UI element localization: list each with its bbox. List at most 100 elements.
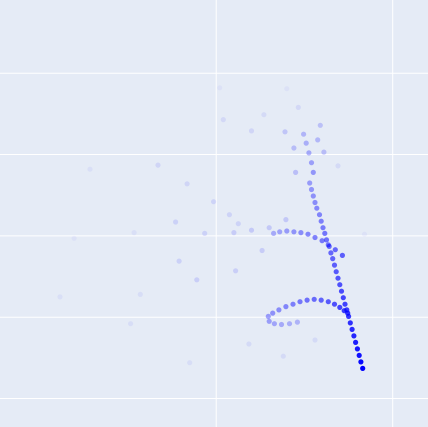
data-point [211, 199, 217, 205]
data-point [335, 275, 341, 281]
data-point [320, 225, 326, 231]
data-point [354, 346, 360, 352]
data-point [226, 212, 232, 218]
data-point [173, 219, 179, 225]
data-point [331, 301, 338, 307]
data-point [325, 299, 331, 305]
data-point [282, 129, 288, 135]
data-point [306, 150, 312, 156]
data-point [312, 337, 318, 343]
data-point [57, 294, 63, 300]
data-point [233, 268, 239, 274]
data-point [217, 85, 223, 91]
data-point [128, 321, 134, 327]
data-point [265, 313, 271, 319]
data-point [342, 301, 348, 307]
data-point [270, 310, 276, 316]
data-point [351, 333, 357, 339]
data-point [331, 262, 338, 268]
data-point [301, 131, 307, 137]
data-point [332, 247, 338, 253]
data-point [314, 205, 320, 211]
data-point [303, 140, 309, 146]
data-point [307, 180, 313, 186]
data-point [294, 319, 300, 325]
data-point [280, 353, 286, 359]
data-point [330, 256, 336, 262]
data-point [305, 231, 311, 237]
data-point [248, 128, 255, 134]
data-point [335, 163, 341, 169]
data-point [333, 269, 339, 275]
data-point [137, 291, 143, 297]
data-point [316, 212, 323, 218]
data-point [271, 321, 277, 327]
data-point [318, 218, 324, 224]
data-point [353, 339, 359, 345]
data-point [356, 352, 362, 358]
data-point [304, 297, 310, 303]
data-point [340, 295, 346, 301]
data-point [246, 341, 252, 347]
data-point [341, 308, 347, 314]
data-point [298, 230, 304, 236]
data-point [291, 229, 297, 235]
data-point [347, 320, 353, 326]
data-point [271, 230, 277, 236]
data-point [328, 250, 334, 256]
data-point [176, 258, 182, 264]
data-point [283, 304, 289, 310]
data-point [319, 238, 325, 244]
data-point [323, 237, 330, 243]
data-point [87, 166, 93, 172]
data-point [266, 318, 272, 324]
data-point [349, 326, 355, 332]
data-point [315, 137, 321, 143]
data-point [310, 193, 316, 199]
data-point [337, 304, 343, 310]
data-point [286, 321, 293, 327]
scatter-points [57, 85, 368, 371]
data-point [360, 365, 366, 371]
data-point [187, 360, 193, 366]
data-point [310, 169, 316, 175]
data-point [293, 169, 299, 175]
data-point [194, 277, 200, 283]
data-point [235, 221, 241, 227]
data-point [155, 162, 161, 168]
data-point [317, 122, 323, 128]
data-point [284, 228, 290, 234]
data-point [297, 299, 303, 305]
data-point [325, 242, 331, 248]
data-point [321, 149, 327, 155]
data-point [248, 227, 255, 233]
data-point [184, 181, 190, 187]
data-point [339, 252, 345, 258]
data-point [202, 230, 208, 236]
data-point [277, 229, 283, 235]
data-point [259, 247, 265, 254]
data-point [295, 104, 301, 110]
data-point [231, 230, 237, 236]
data-point [308, 186, 315, 193]
data-point [71, 235, 77, 241]
data-point [284, 86, 290, 92]
data-point [358, 359, 364, 365]
data-point [261, 112, 267, 118]
data-point [337, 282, 343, 288]
data-point [308, 160, 315, 166]
data-point [312, 234, 318, 241]
data-point [361, 231, 368, 237]
data-point [311, 296, 317, 302]
data-point [131, 230, 137, 236]
data-point [290, 301, 296, 307]
data-point [276, 307, 282, 313]
data-point [278, 321, 285, 328]
data-point [291, 145, 297, 151]
data-point [283, 217, 289, 223]
data-point [312, 199, 318, 206]
